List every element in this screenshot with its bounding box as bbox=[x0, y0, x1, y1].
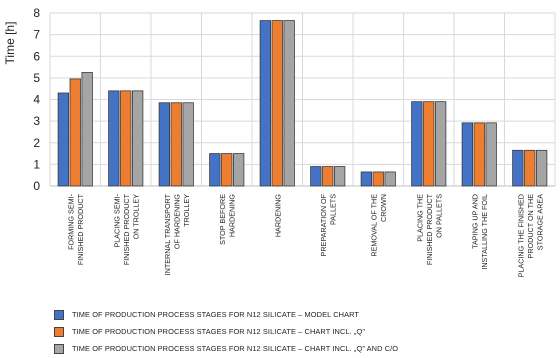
bar bbox=[170, 102, 182, 187]
category-label-line: PLACING SEMI- bbox=[112, 193, 121, 247]
y-tick-label: 2 bbox=[33, 136, 40, 150]
category-label-line: STORAGE AREA bbox=[535, 194, 544, 250]
bar bbox=[57, 92, 69, 187]
y-tick-label: 1 bbox=[33, 157, 40, 171]
bar bbox=[333, 166, 346, 187]
category-label: PLACING THE FINISHEDPRODUCT ON THESTORAG… bbox=[516, 194, 544, 278]
bar bbox=[473, 122, 485, 187]
bar bbox=[209, 153, 221, 187]
category-label-line: FINISHED PRODUCT bbox=[425, 193, 434, 265]
legend-swatch-chart-incl-q bbox=[54, 326, 64, 337]
bar bbox=[461, 122, 474, 187]
category-label-line: OF HARDENING bbox=[172, 194, 181, 250]
bar bbox=[221, 153, 233, 187]
bar bbox=[81, 72, 93, 187]
category-label-line: TAPING UP AND bbox=[471, 194, 480, 249]
y-tick-label: 7 bbox=[33, 28, 40, 42]
category-label-line: FINISHED PRODUCT bbox=[76, 193, 85, 265]
bar bbox=[512, 149, 524, 187]
category-label-line: ON PALLETS bbox=[434, 194, 443, 238]
category-label-line: PRODUCT ON THE bbox=[526, 194, 535, 259]
bar bbox=[310, 166, 322, 187]
bar bbox=[69, 78, 81, 187]
bar bbox=[182, 102, 194, 187]
bar bbox=[108, 90, 120, 187]
bar bbox=[372, 171, 384, 187]
bar bbox=[423, 101, 435, 187]
category-label-line: PLACING THE bbox=[415, 194, 424, 242]
category-label: INTERNAL TRANSPORTOF HARDENINGTROLLEY bbox=[163, 193, 191, 275]
category-label-line: PLACING THE FINISHED bbox=[516, 194, 525, 277]
bar bbox=[271, 20, 283, 187]
legend-item: TIME OF PRODUCTION PROCESS STAGES FOR N1… bbox=[54, 323, 554, 340]
legend-swatch-model-chart bbox=[54, 309, 64, 320]
category-label: REMOVAL OF THECROWN bbox=[370, 194, 389, 257]
y-tick-label: 6 bbox=[33, 49, 40, 63]
category-label: PREPARATION OFPALLETS bbox=[319, 193, 338, 256]
category-label-line: REMOVAL OF THE bbox=[370, 194, 379, 257]
bar bbox=[360, 171, 373, 187]
bar bbox=[322, 166, 334, 187]
category-label-line: INTERNAL TRANSPORT bbox=[163, 193, 172, 275]
bar bbox=[434, 101, 447, 187]
category-labels: FORMING SEMI-FINISHED PRODUCT PLACING SEM… bbox=[67, 193, 545, 277]
legend: TIME OF PRODUCTION PROCESS STAGES FOR N1… bbox=[54, 306, 554, 357]
y-tick-label: 4 bbox=[33, 93, 40, 107]
bar bbox=[384, 171, 396, 187]
y-axis-ticks: 0 1 2 3 4 5 6 7 8 bbox=[33, 6, 40, 193]
category-label-line: TROLLEY bbox=[182, 194, 191, 227]
bar bbox=[411, 101, 423, 187]
bar bbox=[283, 20, 295, 187]
category-label-line: STOP BEFORE bbox=[218, 194, 227, 245]
legend-item: TIME OF PRODUCTION PROCESS STAGES FOR N1… bbox=[54, 306, 554, 323]
legend-item: TIME OF PRODUCTION PROCESS STAGES FOR N1… bbox=[54, 340, 554, 357]
category-label-line: FORMING SEMI- bbox=[67, 193, 76, 250]
bar bbox=[232, 153, 245, 187]
y-tick-label: 0 bbox=[33, 179, 40, 193]
category-label-line: HARDENING bbox=[273, 194, 282, 238]
legend-label: TIME OF PRODUCTION PROCESS STAGES FOR N1… bbox=[72, 310, 360, 319]
y-axis-label: Time [h] bbox=[3, 22, 17, 65]
bar bbox=[536, 149, 548, 187]
y-tick-label: 8 bbox=[33, 6, 40, 20]
legend-swatch-chart-incl-q-and-co bbox=[54, 343, 64, 354]
category-label-line: FINISHED PRODUCT bbox=[122, 193, 131, 265]
y-tick-label: 3 bbox=[33, 114, 40, 128]
category-label-line: ON TROLLEY bbox=[131, 194, 140, 240]
bar bbox=[120, 90, 132, 187]
category-label: STOP BEFOREHARDENING bbox=[218, 194, 237, 245]
category-label: HARDENING bbox=[273, 194, 282, 238]
category-label-line: HARDENING bbox=[228, 194, 237, 238]
category-label: TAPING UP ANDINSTALLING THE FOIL bbox=[471, 194, 490, 270]
bars bbox=[57, 20, 548, 187]
bar bbox=[158, 102, 171, 187]
category-label: PLACING THEFINISHED PRODUCTON PALLETS bbox=[415, 193, 443, 265]
grid-lines bbox=[49, 12, 556, 187]
y-tick-label: 5 bbox=[33, 71, 40, 85]
legend-label: TIME OF PRODUCTION PROCESS STAGES FOR N1… bbox=[72, 344, 399, 353]
legend-label: TIME OF PRODUCTION PROCESS STAGES FOR N1… bbox=[72, 327, 365, 336]
category-label-line: PREPARATION OF bbox=[319, 193, 328, 256]
bar bbox=[524, 149, 536, 187]
category-label-line: INSTALLING THE FOIL bbox=[480, 194, 489, 270]
category-label: FORMING SEMI-FINISHED PRODUCT bbox=[67, 193, 86, 265]
category-label-line: CROWN bbox=[379, 194, 388, 222]
category-label: PLACING SEMI-FINISHED PRODUCTON TROLLEY bbox=[112, 193, 140, 265]
bar bbox=[131, 90, 144, 187]
bar bbox=[259, 20, 272, 187]
bar bbox=[485, 122, 497, 187]
category-label-line: PALLETS bbox=[329, 194, 338, 225]
